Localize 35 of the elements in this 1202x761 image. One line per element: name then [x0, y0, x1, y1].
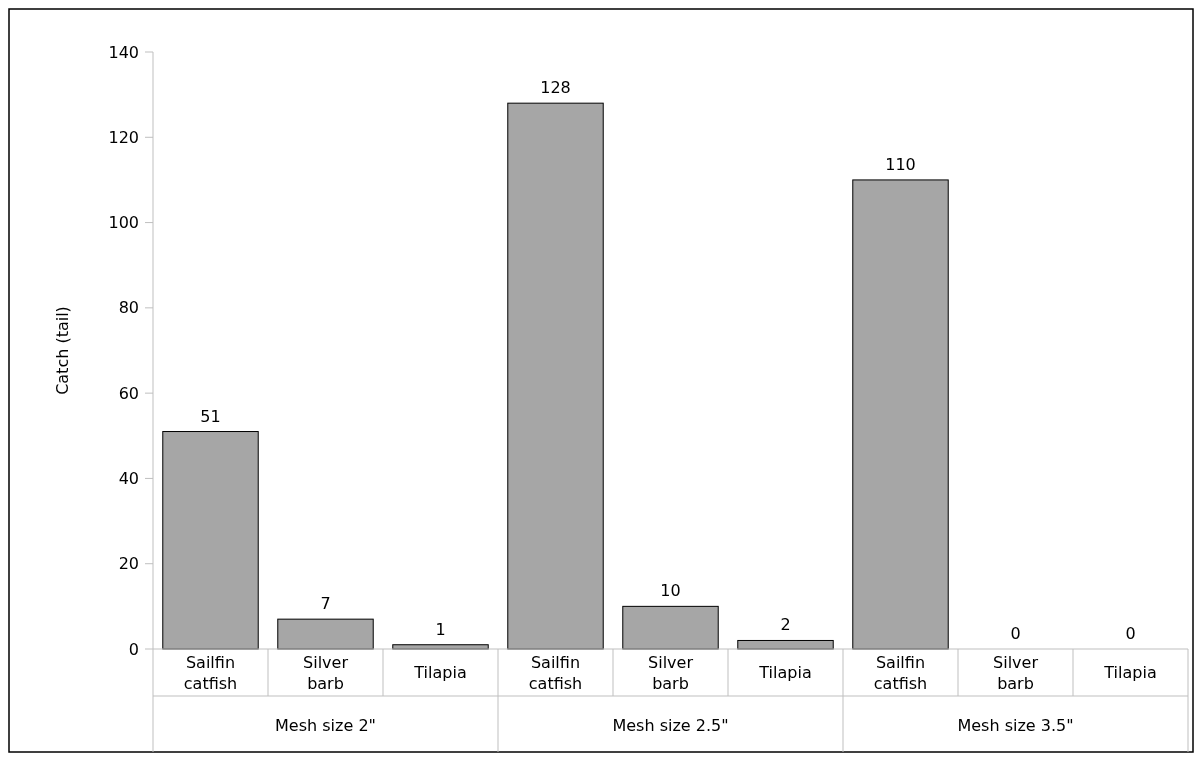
x-tick-label: Tilapia: [758, 663, 812, 682]
data-label: 7: [320, 594, 331, 614]
bar: [622, 605, 719, 650]
x-tick-label: Tilapia: [413, 663, 467, 682]
y-tick-label: 80: [118, 298, 139, 318]
y-tick-label: 40: [118, 469, 139, 489]
y-tick-label: 140: [108, 42, 139, 62]
y-tick-label: 20: [118, 554, 139, 574]
data-label: 1: [435, 619, 446, 639]
text: Mesh size 3.5": [957, 716, 1074, 735]
x-tick-label: Silver barb: [303, 653, 349, 693]
x-tick-label: Silver barb: [993, 653, 1039, 693]
bar: [852, 179, 949, 650]
bar: [162, 431, 259, 650]
data-label: 2: [780, 615, 791, 635]
x-tick-label: Tilapia: [1103, 663, 1157, 682]
data-label: 10: [660, 581, 681, 601]
text: Mesh size 2.5": [612, 716, 729, 735]
data-label: 51: [200, 406, 221, 426]
x-tick-label: Sailfin catfish: [183, 653, 238, 693]
y-tick-label: 120: [108, 127, 139, 147]
text: Mesh size 2": [275, 716, 376, 735]
x-tick-label: Sailfin catfish: [528, 653, 583, 693]
y-tick-label: 60: [118, 383, 139, 403]
y-axis-title: Catch (tail): [53, 306, 72, 395]
y-tick-label: 0: [128, 639, 139, 659]
data-label: 110: [885, 154, 916, 174]
data-label: 128: [540, 78, 571, 98]
y-tick-label: 100: [108, 213, 139, 233]
bar: [277, 618, 374, 650]
data-label: 0: [1010, 624, 1021, 643]
x-tick-label: Silver barb: [648, 653, 694, 693]
data-label: 0: [1125, 624, 1136, 643]
x-tick-label: Sailfin catfish: [873, 653, 928, 693]
bar: [507, 102, 604, 650]
